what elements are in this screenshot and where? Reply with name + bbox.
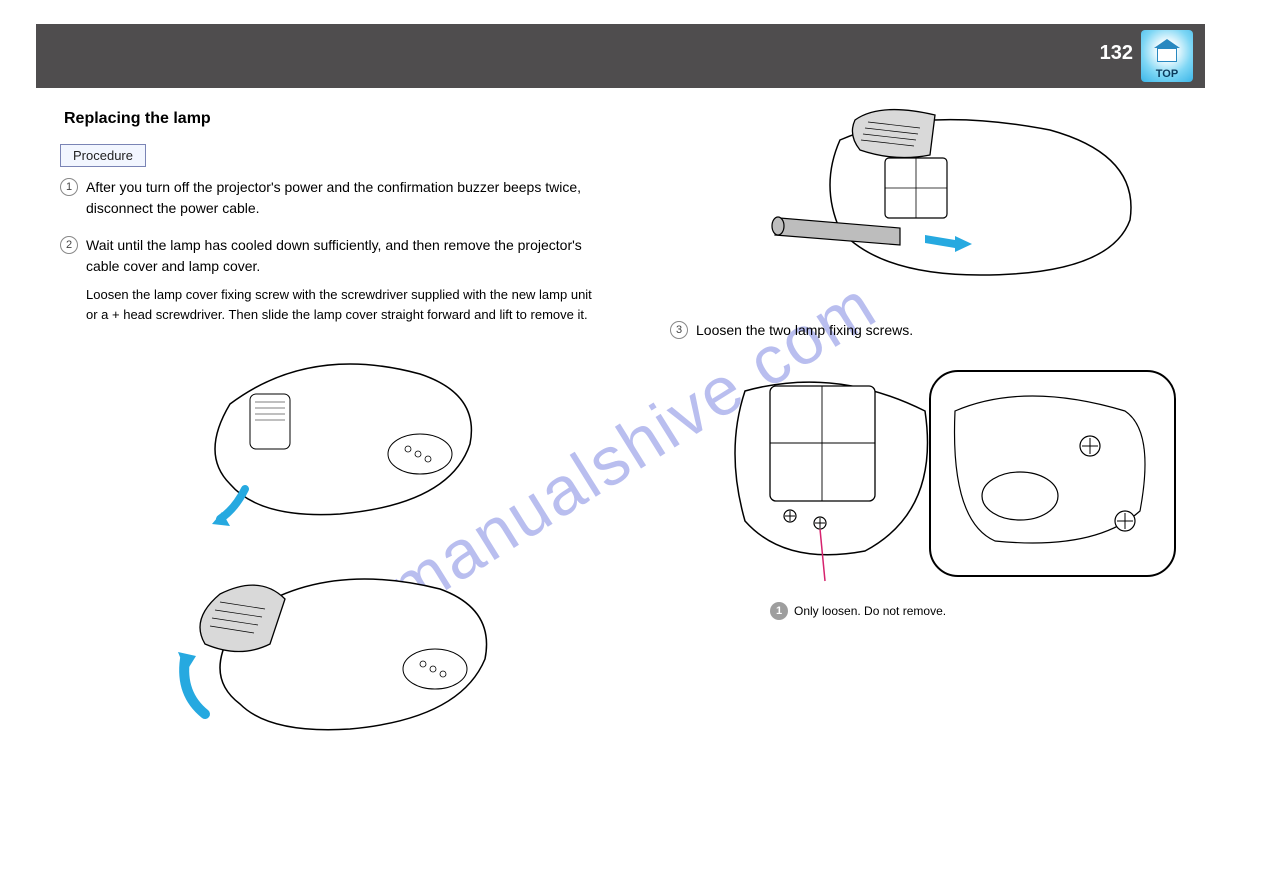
procedure-label: Procedure	[60, 144, 146, 167]
callout-text: Only loosen. Do not remove.	[794, 604, 946, 618]
step-3: 3 Loosen the two lamp fixing screws.	[670, 320, 1210, 341]
step-text: Loosen the two lamp fixing screws.	[696, 320, 913, 341]
right-column: 3 Loosen the two lamp fixing screws.	[670, 110, 1210, 620]
procedure-row: Procedure	[60, 144, 600, 167]
top-link[interactable]: TOP	[1141, 30, 1193, 82]
illustration-loosen-screws	[670, 351, 1210, 596]
step-1: 1 After you turn off the projector's pow…	[60, 177, 600, 219]
step-number: 3	[670, 321, 688, 339]
top-label: TOP	[1156, 68, 1178, 80]
section-title: Replacing the lamp	[64, 110, 600, 128]
step-number: 2	[60, 236, 78, 254]
callout-marker: 1	[770, 602, 788, 620]
step-2: 2 Wait until the lamp has cooled down su…	[60, 235, 600, 277]
illustration-remove-cover	[670, 100, 1210, 310]
page-number: 132	[1100, 42, 1133, 65]
step-number: 1	[60, 178, 78, 196]
illustration-lamp-cover	[60, 544, 600, 744]
header-bar: Replacing Consumables	[36, 24, 1205, 88]
step-2-sub: Loosen the lamp cover fixing screw with …	[86, 285, 600, 324]
home-icon	[1154, 48, 1180, 68]
illustration-cable-cover	[60, 334, 600, 534]
step-text: After you turn off the projector's power…	[86, 177, 600, 219]
callout-row: 1 Only loosen. Do not remove.	[770, 602, 1210, 620]
left-column: Replacing the lamp Procedure 1 After you…	[60, 110, 600, 754]
step-text: Wait until the lamp has cooled down suff…	[86, 235, 600, 277]
page-content: Replacing the lamp Procedure 1 After you…	[60, 110, 1203, 873]
